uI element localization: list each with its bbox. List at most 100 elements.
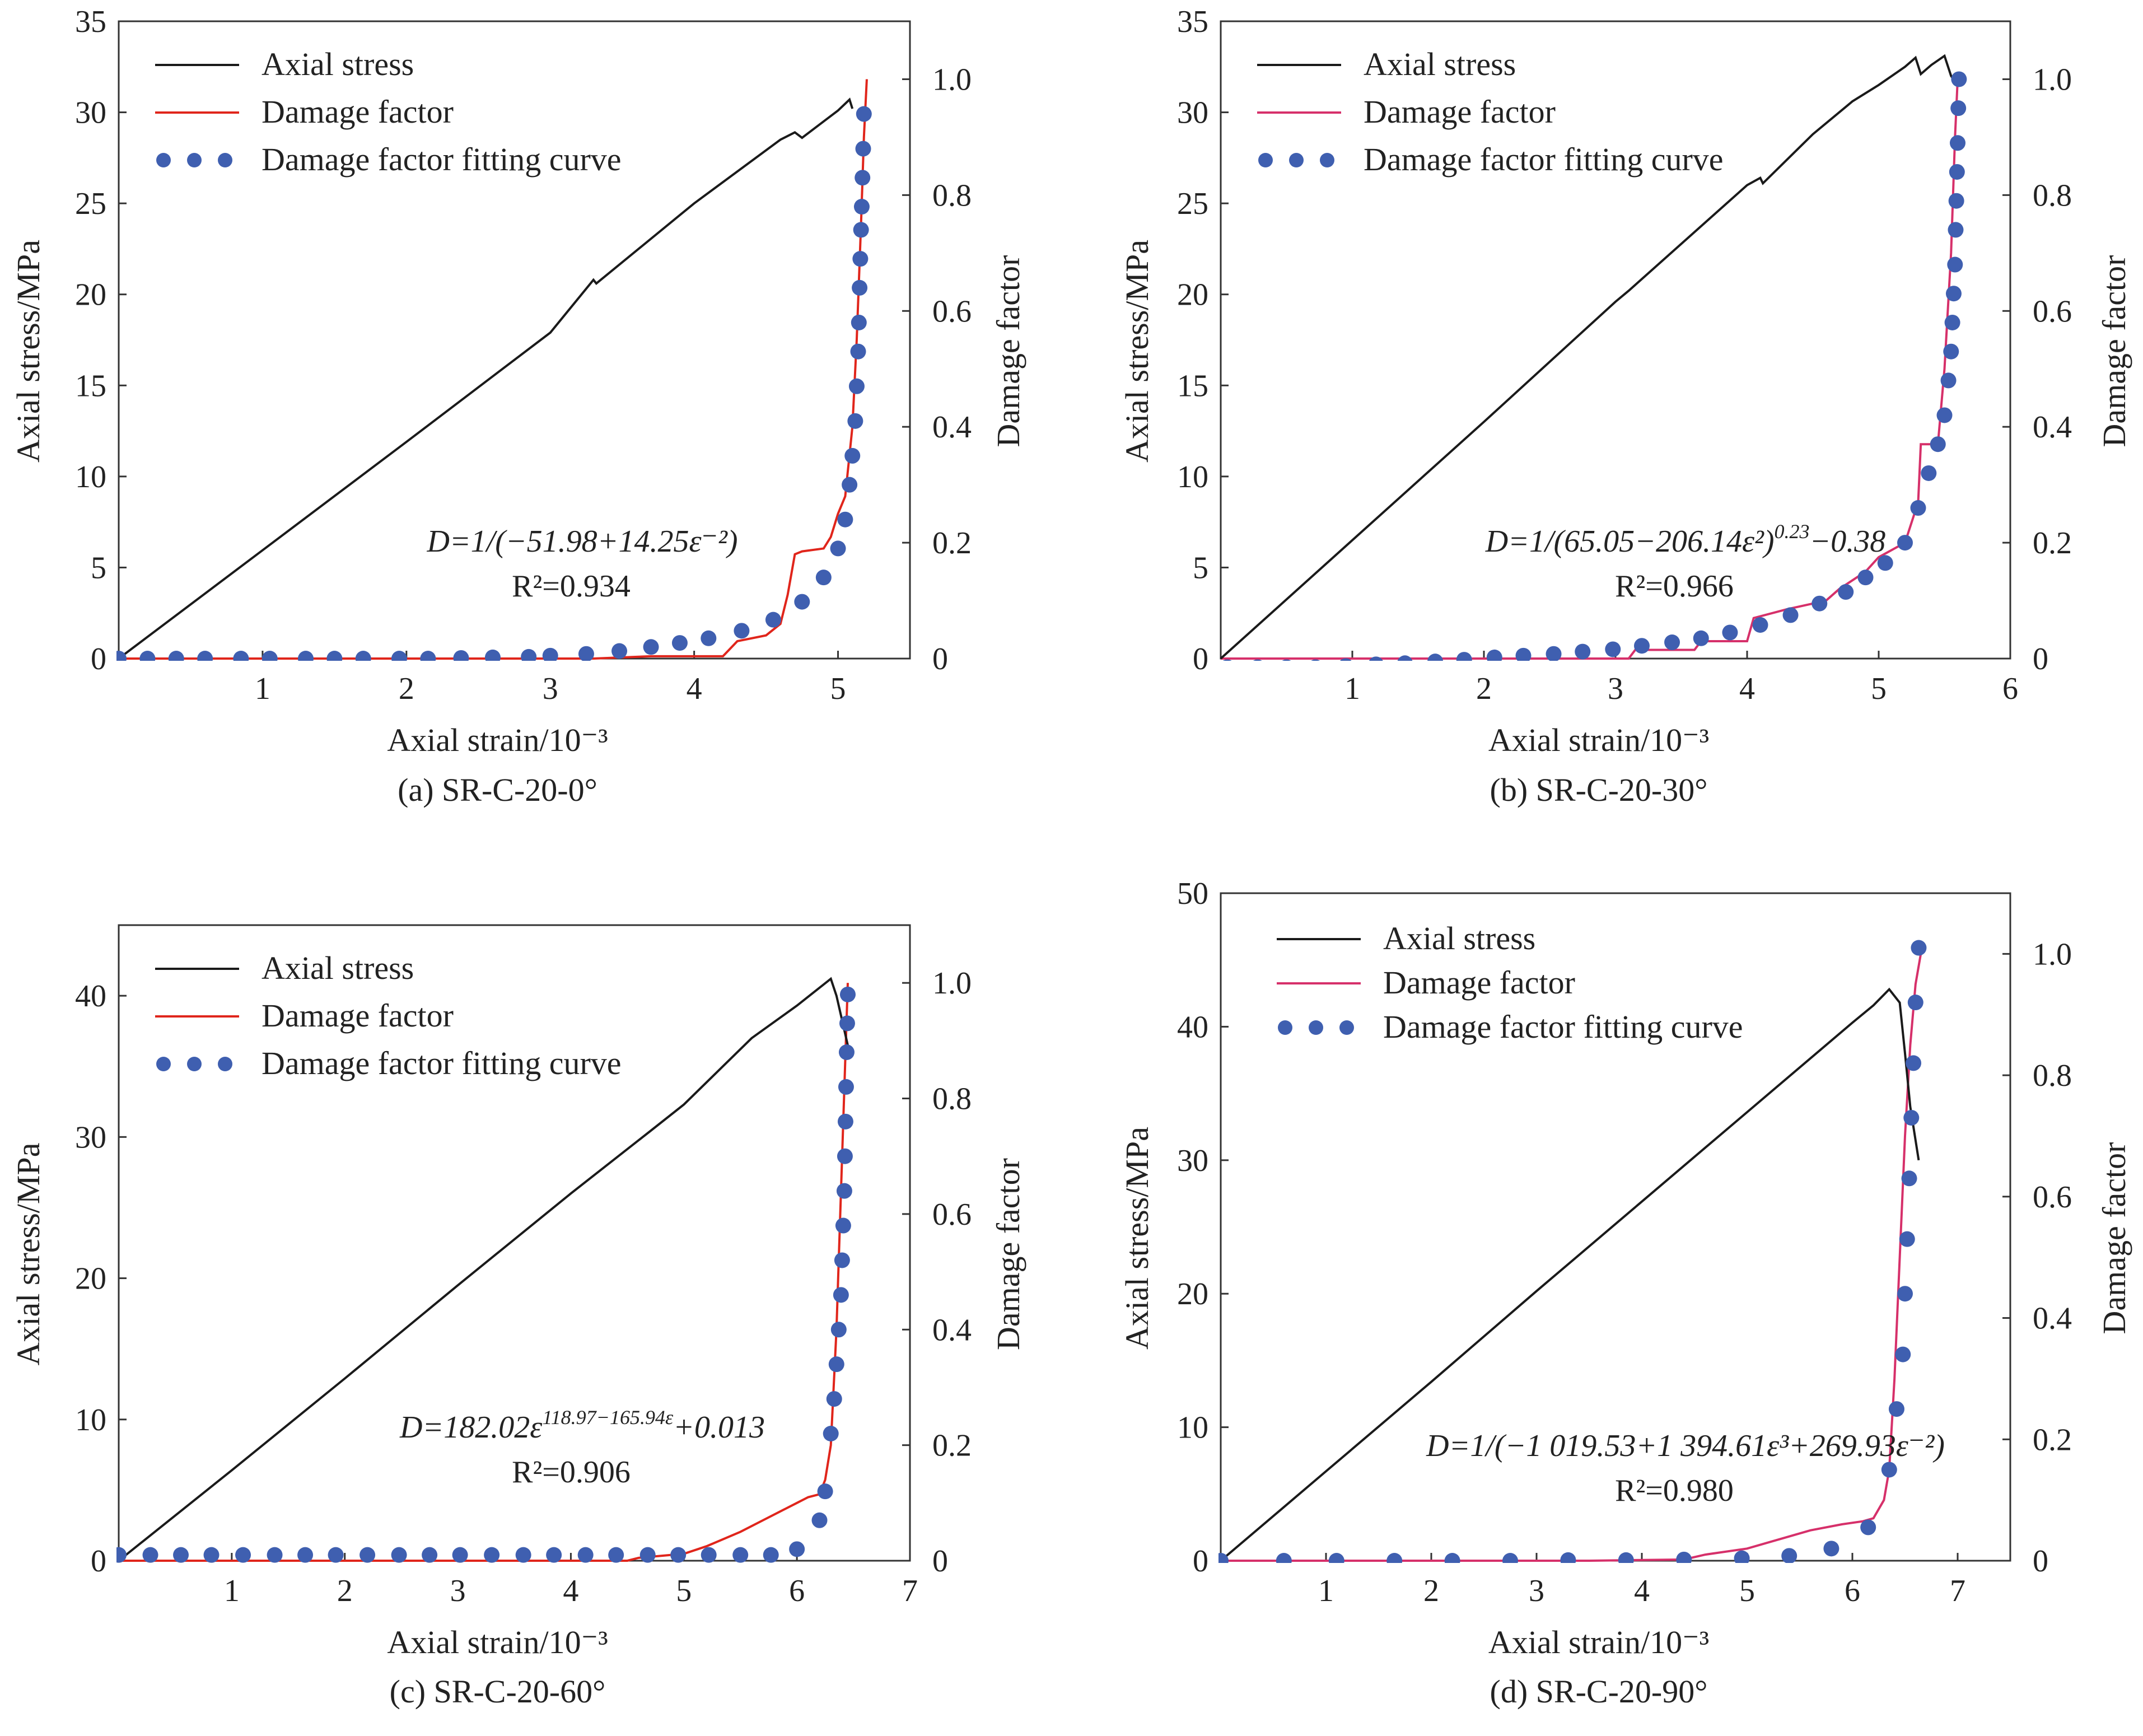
fit-point — [1782, 607, 1799, 623]
fit-point — [1910, 500, 1926, 516]
series-axial-stress-line — [1220, 987, 1920, 1562]
fit-point — [838, 1044, 855, 1060]
y-right-tick-label: 0.6 — [2033, 294, 2072, 329]
y-right-tick-label: 0.2 — [2033, 526, 2072, 561]
y-left-tick-label: 0 — [1193, 642, 1208, 676]
fit-point — [297, 651, 314, 661]
legend-swatch-dot — [1278, 1020, 1292, 1035]
fit-point — [835, 1217, 851, 1234]
fit-point — [1253, 659, 1262, 661]
fit-point — [1947, 256, 1963, 273]
fit-point — [1901, 1170, 1917, 1187]
fit-point — [765, 612, 781, 628]
x-tick-label: 1 — [224, 1574, 240, 1608]
x-tick-label: 2 — [337, 1574, 353, 1608]
fit-point — [1664, 634, 1680, 651]
fit-point — [1897, 535, 1913, 551]
x-tick-label: 3 — [1529, 1574, 1544, 1608]
x-tick-label: 6 — [2002, 671, 2018, 706]
fit-point — [701, 630, 717, 646]
fit-point — [1948, 222, 1964, 238]
y-right-tick-label: 0.8 — [2033, 178, 2072, 213]
y-right-tick-label: 0.4 — [2033, 410, 2072, 445]
fit-point — [139, 651, 156, 661]
fit-point — [1838, 584, 1854, 600]
fit-equation: D=182.02ε118.97−165.94ε+0.013 — [399, 1406, 765, 1445]
fit-point — [359, 1547, 376, 1563]
x-tick-label: 2 — [1476, 671, 1492, 706]
y-right-tick-label: 0.6 — [932, 294, 972, 329]
fit-point — [203, 1547, 220, 1563]
fit-point — [577, 1547, 594, 1563]
fit-point — [515, 1547, 531, 1563]
fit-point — [420, 651, 436, 661]
x-tick-label: 3 — [1608, 671, 1623, 706]
y-left-tick-label: 30 — [1177, 1144, 1208, 1178]
fit-point — [701, 1547, 717, 1563]
fit-point — [1311, 659, 1320, 661]
fit-point — [838, 1079, 854, 1095]
legend-swatch-dot — [218, 1057, 232, 1071]
fit-point — [839, 1015, 855, 1032]
y-left-tick-label: 20 — [75, 1262, 106, 1296]
fit-point — [1276, 1553, 1292, 1563]
x-tick-label: 5 — [676, 1574, 692, 1608]
panel-caption: (a) SR-C-20-0° — [398, 772, 597, 808]
fit-point — [1575, 643, 1591, 660]
series-damage-factor-line — [119, 79, 868, 660]
fit-point — [1282, 659, 1291, 661]
legend-swatch-dot — [1320, 153, 1334, 167]
panel-caption: (c) SR-C-20-60° — [390, 1673, 606, 1710]
fit-point — [826, 1391, 842, 1407]
x-tick-label: 4 — [563, 1574, 578, 1608]
fit-point — [732, 1547, 749, 1563]
y-left-tick-label: 0 — [91, 642, 106, 676]
fit-point — [1948, 193, 1964, 209]
fit-point — [267, 1547, 283, 1563]
legend-label: Damage factor — [1364, 94, 1556, 130]
panel-caption: (d) SR-C-20-90° — [1490, 1673, 1708, 1710]
fit-r-squared: R²=0.906 — [512, 1455, 631, 1490]
y-right-tick-label: 1.0 — [2033, 62, 2072, 97]
fit-point — [1386, 1553, 1403, 1563]
y-left-tick-label: 35 — [1177, 4, 1208, 39]
x-tick-label: 4 — [1634, 1574, 1650, 1608]
legend-label: Axial stress — [1364, 46, 1516, 82]
y-left-tick-label: 25 — [75, 186, 106, 221]
fit-point — [815, 570, 832, 586]
fit-r-squared: R²=0.980 — [1615, 1473, 1734, 1508]
series-axial-stress-line — [118, 977, 849, 1562]
y-left-tick-label: 20 — [1177, 1277, 1208, 1312]
fit-point — [734, 623, 750, 639]
fit-equation: D=1/(−51.98+14.25ε⁻²) — [426, 524, 737, 559]
fit-point — [837, 1113, 853, 1130]
x-tick-label: 6 — [789, 1574, 805, 1608]
legend-swatch-dot — [187, 1057, 202, 1071]
x-tick-label: 3 — [450, 1574, 466, 1608]
fit-point — [1944, 314, 1960, 330]
x-tick-label: 7 — [902, 1574, 918, 1608]
y-right-tick-label: 0.6 — [932, 1197, 972, 1232]
y-left-axis-label: Axial stress/MPa — [1119, 1127, 1155, 1350]
fit-point — [578, 646, 594, 661]
plot-area — [1218, 940, 1927, 1563]
fit-r-squared: R²=0.966 — [1615, 569, 1734, 604]
fit-point — [828, 1356, 844, 1373]
fit-point — [1605, 641, 1621, 657]
fit-point — [116, 651, 127, 661]
y-left-tick-label: 35 — [75, 4, 106, 39]
x-tick-label: 2 — [399, 671, 414, 706]
y-right-tick-label: 0 — [2033, 1544, 2048, 1579]
fit-point — [297, 1547, 314, 1563]
x-tick-label: 5 — [1739, 1574, 1755, 1608]
fit-point — [1823, 1541, 1839, 1557]
fit-point — [1936, 407, 1953, 423]
y-left-tick-label: 30 — [75, 1120, 106, 1155]
fit-point — [453, 650, 469, 661]
y-right-axis-label: Damage factor — [2096, 255, 2132, 447]
legend-label: Damage factor fitting curve — [262, 1045, 622, 1081]
plot-frame — [118, 20, 911, 660]
fit-point — [1781, 1548, 1797, 1563]
